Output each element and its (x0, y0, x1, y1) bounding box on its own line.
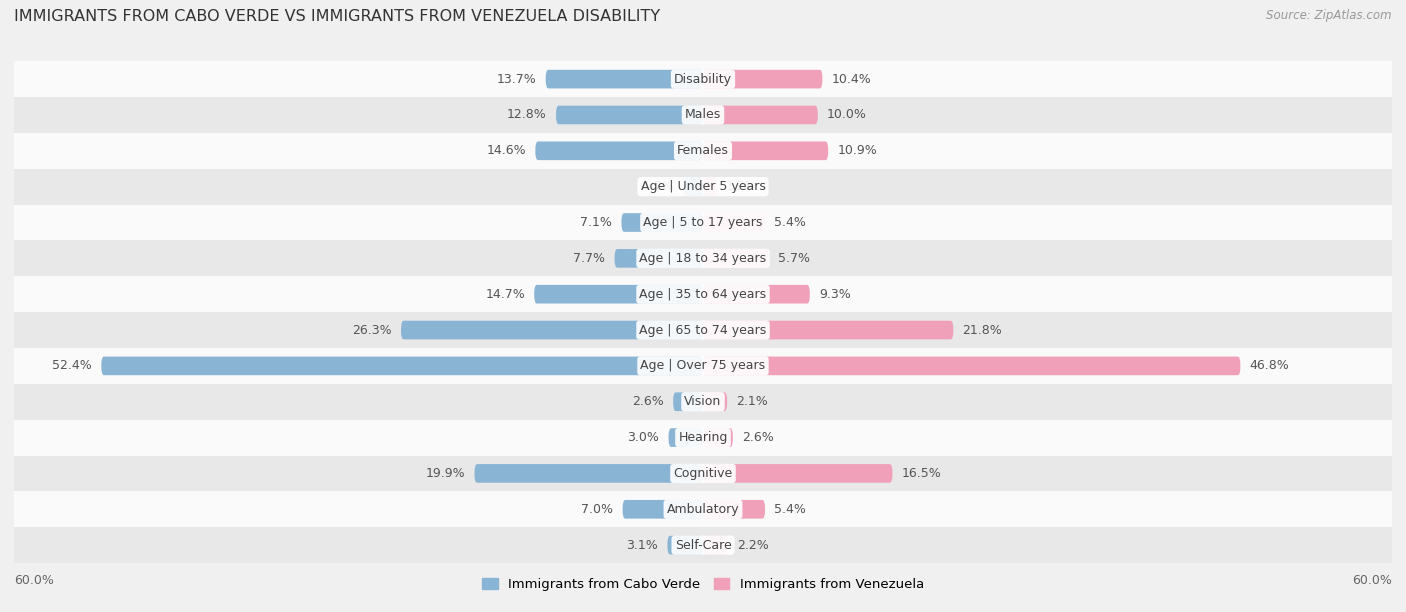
Bar (14, 133, 1392, 169)
Text: 2.6%: 2.6% (742, 431, 773, 444)
Text: Age | Over 75 years: Age | Over 75 years (641, 359, 765, 372)
Bar (14, 97, 1392, 133)
Bar (14, 348, 1392, 384)
Bar (14, 204, 1392, 241)
FancyBboxPatch shape (703, 141, 828, 160)
Text: Disability: Disability (673, 73, 733, 86)
Text: Age | 5 to 17 years: Age | 5 to 17 years (644, 216, 762, 229)
Text: 52.4%: 52.4% (52, 359, 93, 372)
FancyBboxPatch shape (669, 428, 703, 447)
FancyBboxPatch shape (668, 536, 703, 554)
FancyBboxPatch shape (703, 213, 765, 232)
Text: Age | 65 to 74 years: Age | 65 to 74 years (640, 324, 766, 337)
FancyBboxPatch shape (673, 392, 703, 411)
Text: Age | 35 to 64 years: Age | 35 to 64 years (640, 288, 766, 300)
FancyBboxPatch shape (703, 321, 953, 340)
Text: Females: Females (678, 144, 728, 157)
Text: 5.7%: 5.7% (778, 252, 810, 265)
Bar (14, 420, 1392, 455)
Text: 3.0%: 3.0% (627, 431, 659, 444)
FancyBboxPatch shape (621, 213, 703, 232)
Bar (14, 61, 1392, 97)
Text: 9.3%: 9.3% (818, 288, 851, 300)
Text: 5.4%: 5.4% (775, 216, 806, 229)
FancyBboxPatch shape (614, 249, 703, 267)
FancyBboxPatch shape (703, 536, 728, 554)
Text: Ambulatory: Ambulatory (666, 503, 740, 516)
Text: 60.0%: 60.0% (14, 574, 53, 587)
Bar (14, 276, 1392, 312)
FancyBboxPatch shape (703, 177, 717, 196)
FancyBboxPatch shape (534, 285, 703, 304)
Text: 60.0%: 60.0% (1353, 574, 1392, 587)
Text: 14.7%: 14.7% (485, 288, 524, 300)
FancyBboxPatch shape (703, 464, 893, 483)
FancyBboxPatch shape (703, 70, 823, 89)
Text: 7.7%: 7.7% (574, 252, 606, 265)
Text: 26.3%: 26.3% (353, 324, 392, 337)
Text: Males: Males (685, 108, 721, 121)
Text: 10.4%: 10.4% (831, 73, 872, 86)
Bar (14, 312, 1392, 348)
Text: 5.4%: 5.4% (775, 503, 806, 516)
Text: 10.0%: 10.0% (827, 108, 868, 121)
Text: 10.9%: 10.9% (838, 144, 877, 157)
Text: 1.7%: 1.7% (643, 180, 675, 193)
FancyBboxPatch shape (703, 285, 810, 304)
Text: 19.9%: 19.9% (426, 467, 465, 480)
Text: Source: ZipAtlas.com: Source: ZipAtlas.com (1267, 9, 1392, 22)
Text: 7.1%: 7.1% (581, 216, 612, 229)
Text: 14.6%: 14.6% (486, 144, 526, 157)
Text: Self-Care: Self-Care (675, 539, 731, 551)
Legend: Immigrants from Cabo Verde, Immigrants from Venezuela: Immigrants from Cabo Verde, Immigrants f… (477, 573, 929, 597)
FancyBboxPatch shape (536, 141, 703, 160)
Text: 13.7%: 13.7% (496, 73, 537, 86)
Text: 2.6%: 2.6% (633, 395, 664, 408)
Text: IMMIGRANTS FROM CABO VERDE VS IMMIGRANTS FROM VENEZUELA DISABILITY: IMMIGRANTS FROM CABO VERDE VS IMMIGRANTS… (14, 9, 661, 24)
FancyBboxPatch shape (703, 106, 818, 124)
FancyBboxPatch shape (474, 464, 703, 483)
Text: 2.1%: 2.1% (737, 395, 768, 408)
Bar (14, 455, 1392, 491)
FancyBboxPatch shape (703, 500, 765, 518)
Text: Age | Under 5 years: Age | Under 5 years (641, 180, 765, 193)
Text: 12.8%: 12.8% (508, 108, 547, 121)
FancyBboxPatch shape (623, 500, 703, 518)
FancyBboxPatch shape (703, 249, 769, 267)
FancyBboxPatch shape (703, 392, 727, 411)
Text: 7.0%: 7.0% (582, 503, 613, 516)
Text: 21.8%: 21.8% (963, 324, 1002, 337)
Bar (14, 169, 1392, 204)
Text: Cognitive: Cognitive (673, 467, 733, 480)
Text: 2.2%: 2.2% (738, 539, 769, 551)
FancyBboxPatch shape (703, 428, 733, 447)
Bar (14, 491, 1392, 527)
FancyBboxPatch shape (683, 177, 703, 196)
Text: Age | 18 to 34 years: Age | 18 to 34 years (640, 252, 766, 265)
Text: 16.5%: 16.5% (901, 467, 942, 480)
FancyBboxPatch shape (555, 106, 703, 124)
Bar (14, 527, 1392, 563)
Bar (14, 241, 1392, 276)
Bar (14, 384, 1392, 420)
FancyBboxPatch shape (703, 357, 1240, 375)
Text: Vision: Vision (685, 395, 721, 408)
FancyBboxPatch shape (546, 70, 703, 89)
Text: 46.8%: 46.8% (1250, 359, 1289, 372)
Text: 3.1%: 3.1% (627, 539, 658, 551)
FancyBboxPatch shape (101, 357, 703, 375)
Text: 1.2%: 1.2% (725, 180, 758, 193)
FancyBboxPatch shape (401, 321, 703, 340)
Text: Hearing: Hearing (678, 431, 728, 444)
